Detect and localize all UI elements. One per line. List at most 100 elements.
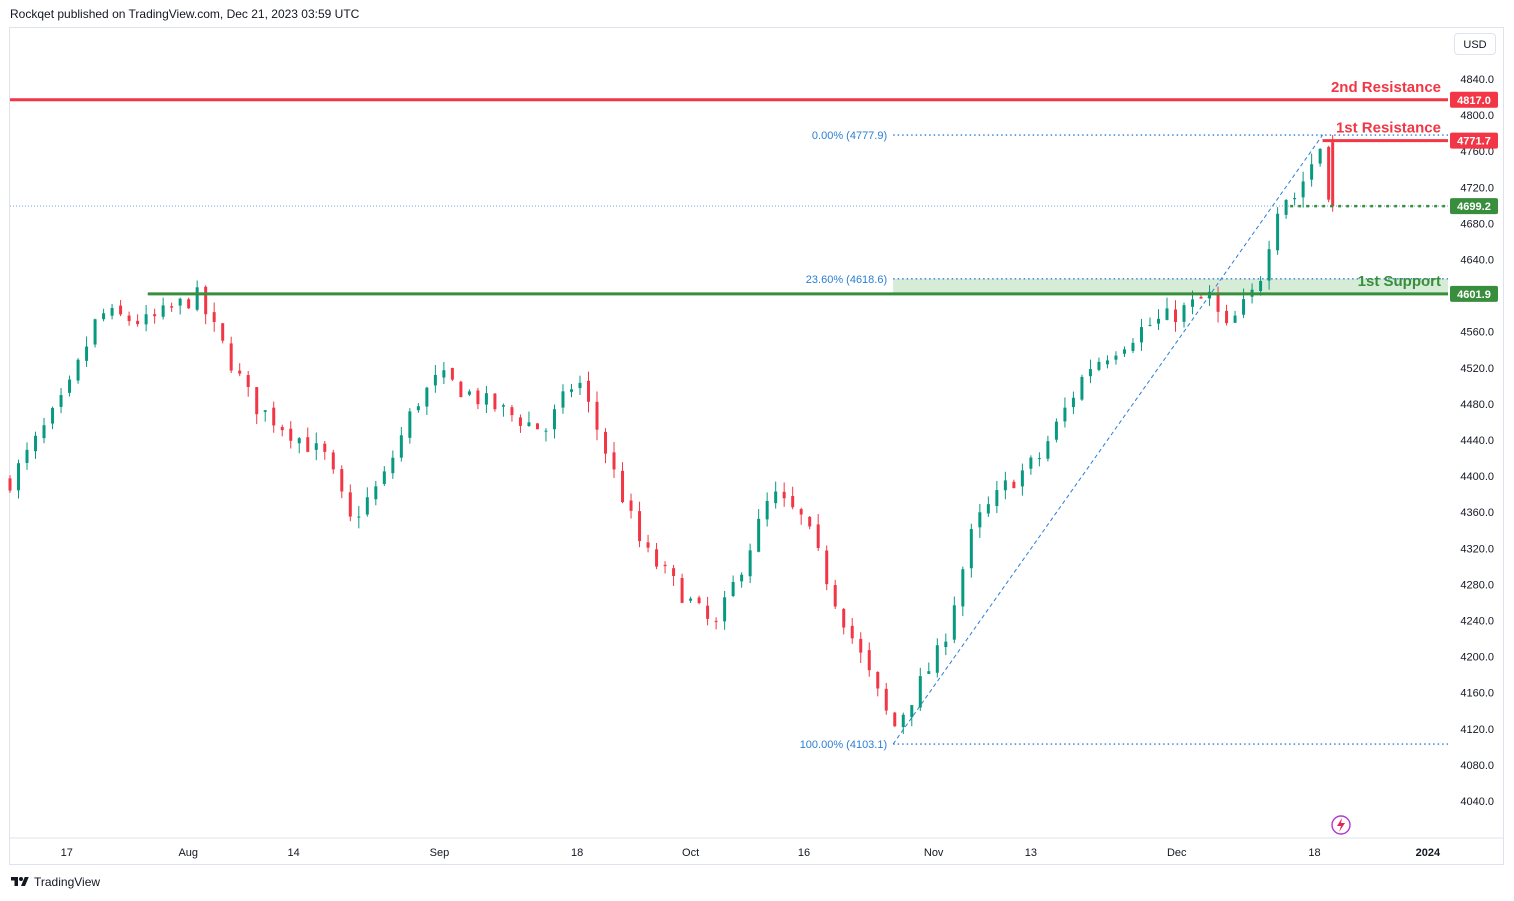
candle [578,375,582,395]
price-tag: 4601.9 [1450,285,1498,302]
candle-body [1071,397,1075,408]
candle [527,411,531,427]
candle-body [229,343,233,371]
candle-body [1020,470,1024,487]
chart-frame[interactable] [9,27,1504,865]
candle [17,459,21,499]
price-tick-label: 4200.0 [1460,652,1494,664]
candle-body [552,409,556,430]
candle-body [986,504,990,514]
price-tick-label: 4280.0 [1460,579,1494,591]
candle-body [859,638,863,653]
candle-body [153,314,157,317]
candle-body [833,585,837,607]
candle-body [867,650,871,671]
candle [297,437,301,454]
candle [127,311,131,326]
candle-body [85,346,89,361]
candle [927,662,931,675]
candle [646,534,650,553]
candle [1139,318,1143,351]
candle [178,297,182,315]
candle-body [119,305,123,315]
candle-body [365,497,369,515]
candle [748,543,752,584]
candle [314,432,318,461]
candle [944,633,948,656]
candle [263,409,267,422]
price-tick-label: 4160.0 [1460,688,1494,700]
candle-body [995,490,999,506]
candle-body [425,387,429,407]
candle [1105,355,1109,369]
candle [867,642,871,677]
candle [1267,240,1271,290]
candle-body [655,549,659,567]
candle-body [689,598,693,601]
candle [740,572,744,588]
candle-body [1046,441,1050,459]
candle [374,480,378,506]
candle [697,595,701,605]
candle [153,308,157,324]
time-tick-label: 18 [1308,847,1320,859]
candle-body [561,391,565,408]
candle-body [1216,294,1220,312]
candle-body [1174,309,1178,323]
flash-circle-icon[interactable] [1331,815,1351,835]
candle-body [323,443,327,452]
candle-body [416,406,420,411]
candle-body [1327,146,1331,200]
candle-body [1037,458,1041,460]
candle-body [110,307,114,316]
candle-body [195,287,199,310]
candle [1097,357,1101,372]
candle [706,596,710,626]
candle-body [1301,181,1305,198]
candle [289,421,293,449]
candle [791,486,795,510]
price-tag: 4699.2 [1450,198,1498,215]
candle-body [76,359,80,381]
candle-body [408,411,412,438]
candle [416,403,420,413]
candle [918,667,922,712]
candle [757,509,761,553]
candle-body [93,319,97,345]
candle-body [587,380,591,402]
candle [569,383,573,398]
candle-body [450,368,454,380]
candle [910,705,914,727]
candle [655,542,659,570]
price-tick-label: 4040.0 [1460,796,1494,808]
time-tick-label: Oct [682,847,699,859]
candle [255,387,259,425]
price-tick-label: 4800.0 [1460,110,1494,122]
price-tag-label: 4771.7 [1457,136,1491,148]
candle-body [816,524,820,549]
candle [187,297,191,310]
candle [357,505,361,529]
footer-brand[interactable]: TradingView [10,875,100,889]
price-tag-label: 4601.9 [1457,289,1491,301]
candle [42,417,46,444]
time-axis: 17 Aug 14 Sep 18 Oct 16 Nov 13 Dec 18 2024 [10,837,1503,859]
candle [825,545,829,591]
candle-body [331,452,335,470]
candle [246,370,250,397]
candle-body [161,305,165,317]
candle-body [374,486,378,500]
candle [170,302,174,312]
candle-body [1191,299,1195,307]
candle [1174,300,1178,332]
candle [1318,148,1322,167]
candle [552,404,556,439]
candle-body [1318,148,1322,164]
price-tick-label: 4400.0 [1460,471,1494,483]
candle [842,607,846,635]
price-tick-label: 4440.0 [1460,435,1494,447]
candle-body [842,608,846,628]
currency-button[interactable]: USD [1454,33,1496,55]
candle-body [535,423,539,430]
